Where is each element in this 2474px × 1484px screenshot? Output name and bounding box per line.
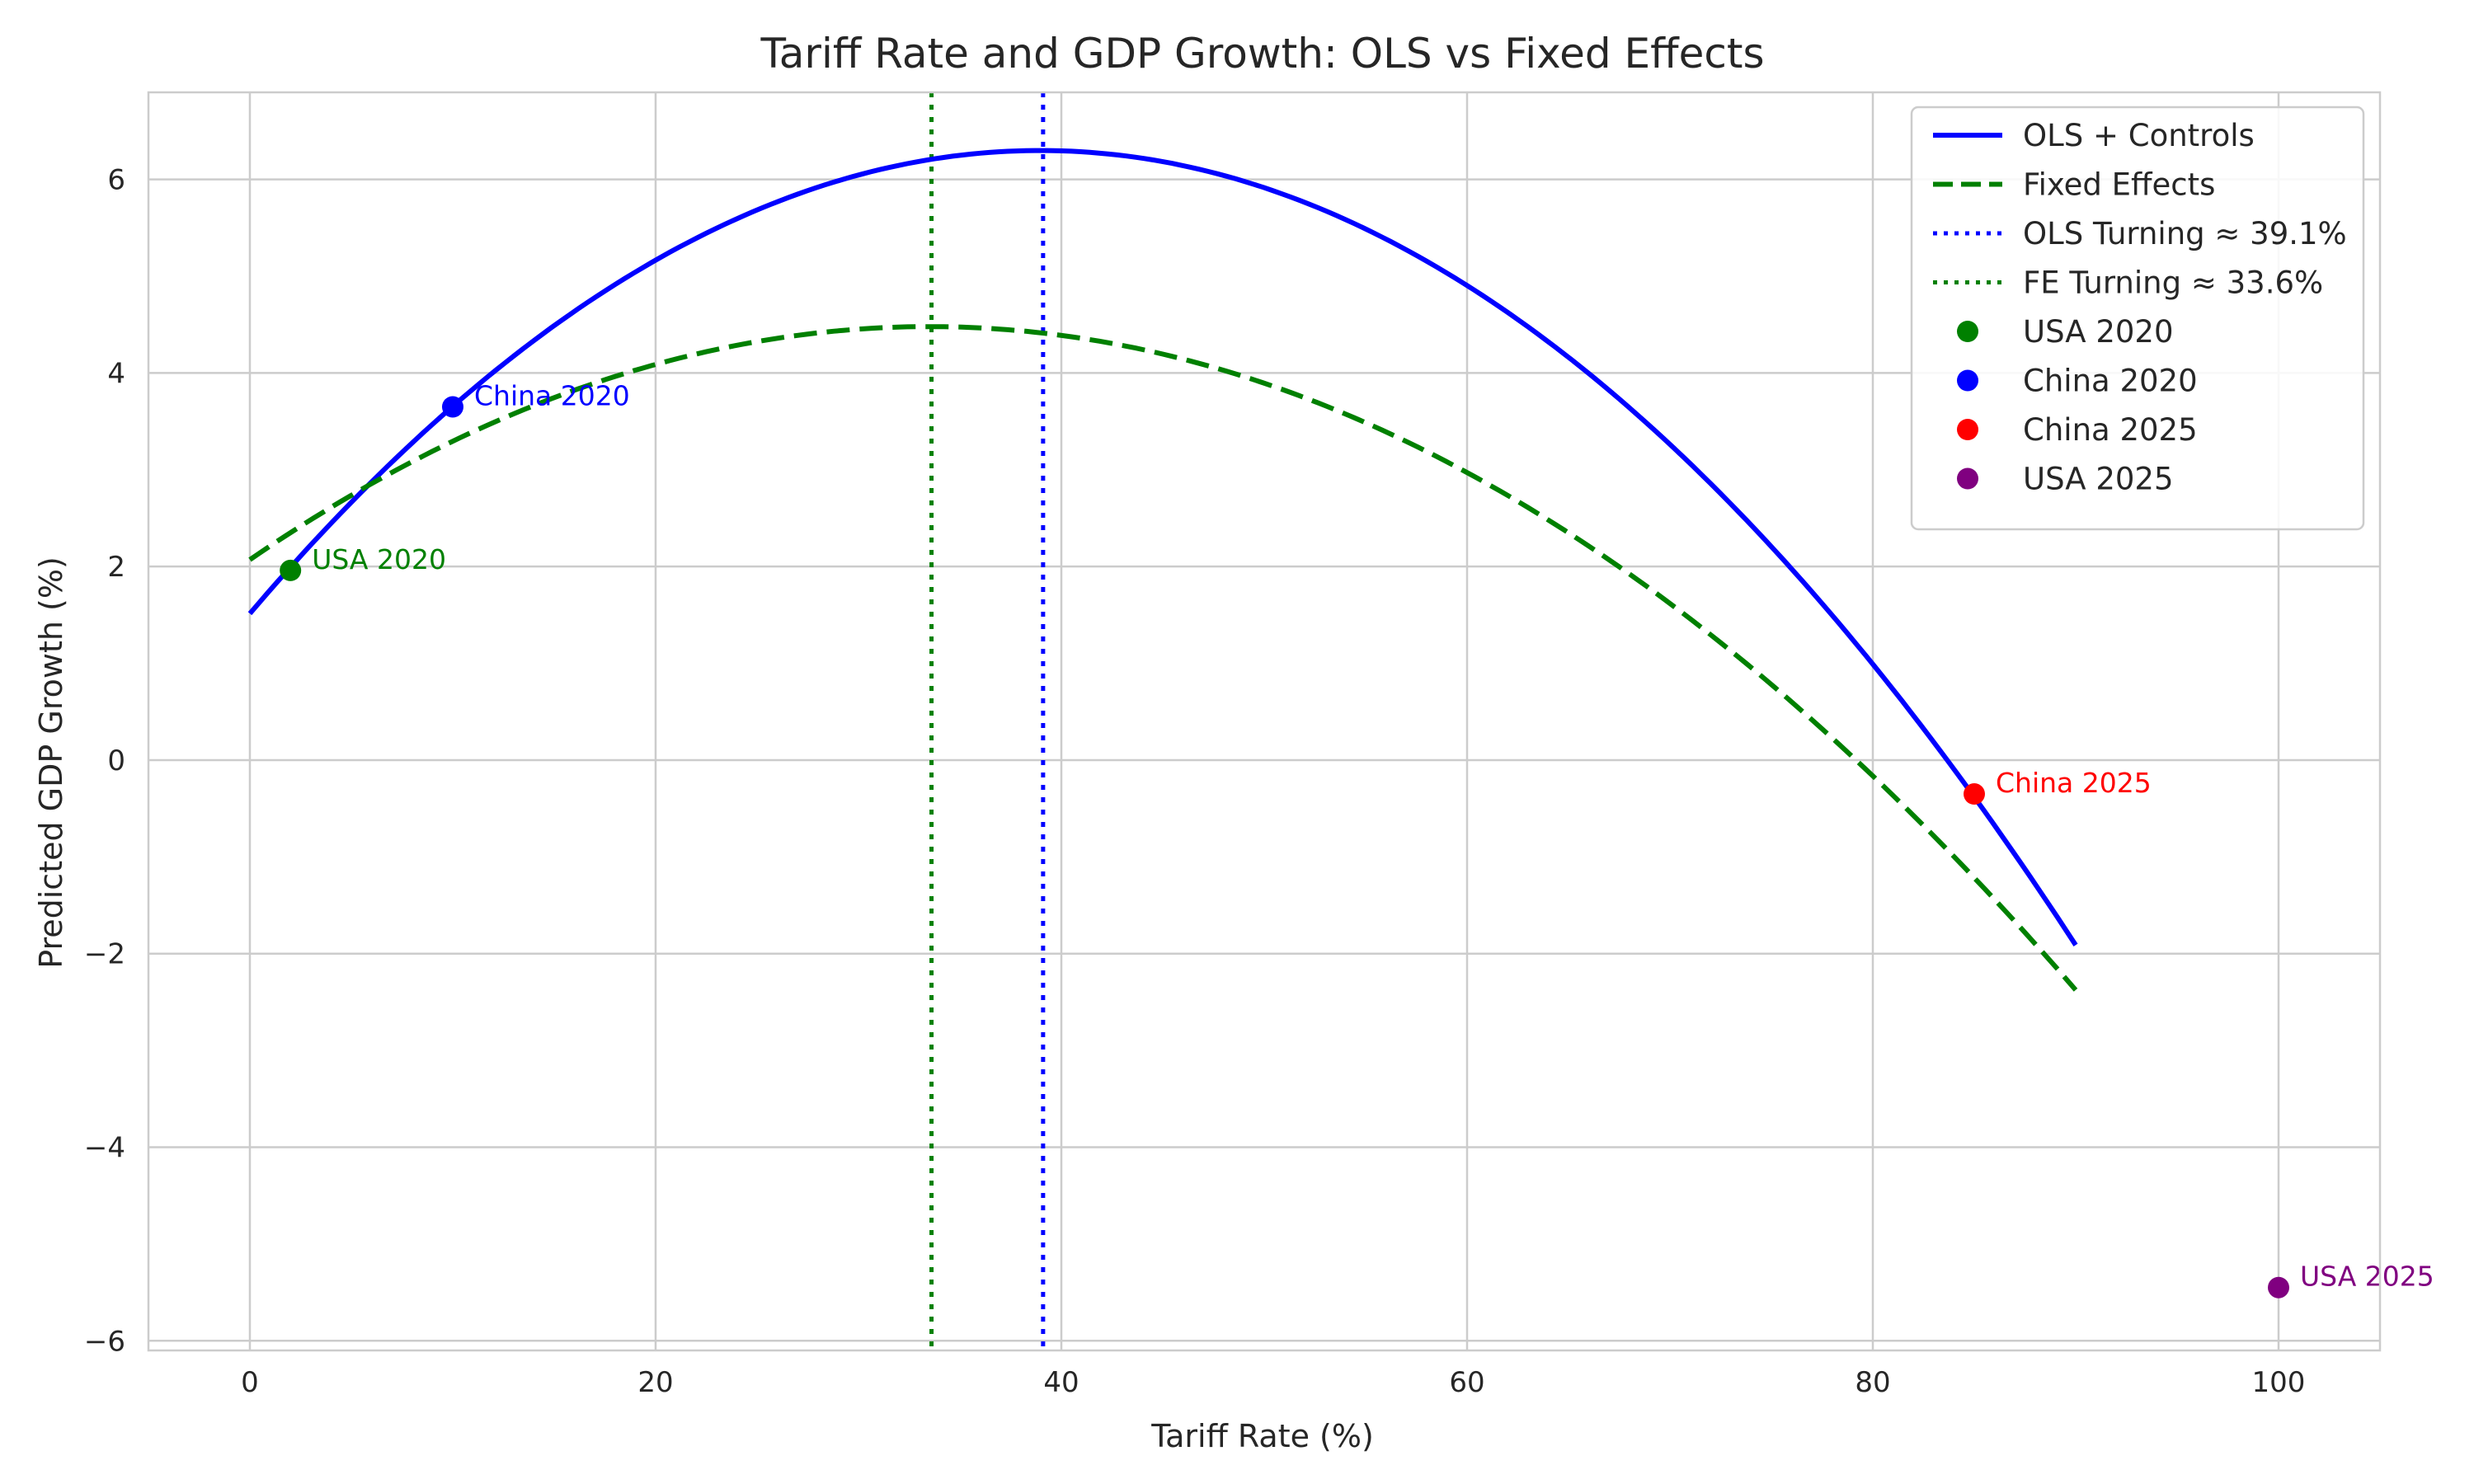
x-tick-label: 60 <box>1449 1366 1484 1399</box>
x-tick-label: 80 <box>1855 1366 1890 1399</box>
y-axis-label: Predicted GDP Growth (%) <box>33 556 69 969</box>
legend-label: Fixed Effects <box>2023 167 2215 203</box>
data-point <box>280 559 302 581</box>
legend-label: OLS + Controls <box>2023 118 2255 153</box>
x-tick-label: 20 <box>637 1366 673 1399</box>
plot-frame <box>147 91 2382 1352</box>
series-line <box>248 324 2078 992</box>
legend-label: China 2020 <box>2023 364 2198 399</box>
legend-label: USA 2020 <box>2023 314 2174 350</box>
legend-marker <box>1957 369 1978 392</box>
plot-lines <box>247 92 2078 1350</box>
y-tick-label: 2 <box>107 551 125 584</box>
legend-marker <box>1957 467 1978 490</box>
y-tick-label: −4 <box>84 1131 125 1164</box>
legend-label: China 2025 <box>2023 412 2198 448</box>
series-line <box>247 148 2078 946</box>
x-tick-label: 40 <box>1043 1366 1079 1399</box>
x-axis-label: Tariff Rate (%) <box>1150 1418 1374 1454</box>
legend-marker <box>1957 321 1978 342</box>
legend-marker <box>1957 419 1978 440</box>
x-tick-label: 100 <box>2252 1366 2306 1399</box>
chart-title: Tariff Rate and GDP Growth: OLS vs Fixed… <box>760 30 1765 77</box>
tick-labels: 0 20 40 60 80 100 −6 −4 −2 0 2 4 6 <box>84 164 2306 1399</box>
data-point-label: USA 2020 <box>312 543 446 575</box>
data-point <box>1964 783 1985 805</box>
y-tick-label: 4 <box>107 357 125 390</box>
legend-label: OLS Turning ≈ 39.1% <box>2023 216 2347 251</box>
legend-box <box>1910 106 2365 531</box>
data-point <box>442 396 463 418</box>
legend: OLS + Controls Fixed Effects OLS Turning ≈… <box>1910 106 2365 531</box>
data-point-label: USA 2025 <box>2300 1261 2434 1293</box>
legend-label: USA 2025 <box>2023 462 2174 497</box>
y-tick-label: −6 <box>84 1325 125 1358</box>
data-point-label: China 2020 <box>474 380 630 412</box>
grid <box>148 92 2380 1350</box>
legend-label: FE Turning ≈ 33.6% <box>2023 265 2323 301</box>
y-tick-label: 0 <box>107 744 125 777</box>
y-tick-label: 6 <box>107 164 125 197</box>
plot-points: USA 2020 China 2020 China 2025 USA 2025 <box>280 380 2434 1298</box>
y-tick-label: −2 <box>84 938 125 971</box>
data-point-label: China 2025 <box>1996 767 2152 799</box>
data-point <box>2268 1276 2289 1298</box>
x-tick-label: 0 <box>241 1366 259 1399</box>
